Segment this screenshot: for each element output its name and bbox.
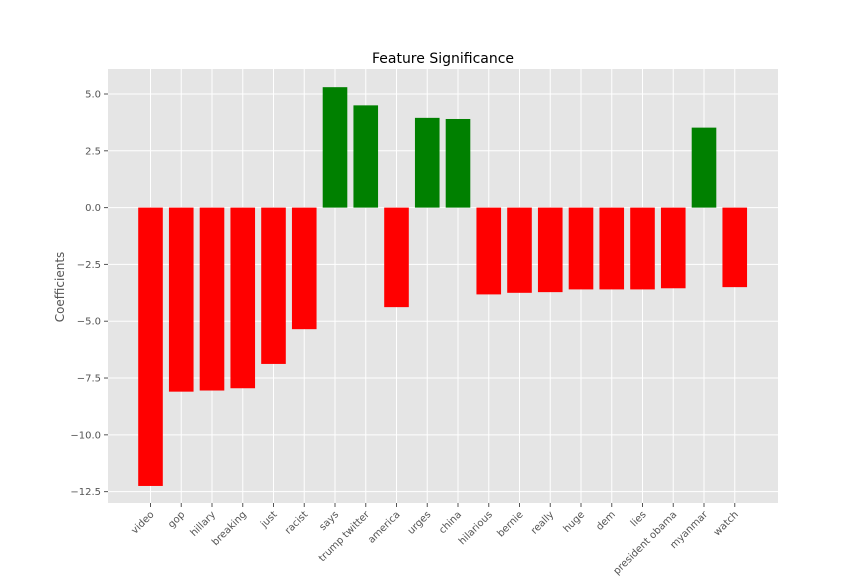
- y-tick-label: −2.5: [77, 260, 101, 271]
- bar-america: [384, 207, 409, 308]
- y-axis-ticks: 5.0 2.5 0.0 −2.5 −5.0 −7.5 −10.0 −12.5: [70, 89, 108, 498]
- y-tick-label: 2.5: [85, 146, 101, 157]
- x-tick-label: really: [529, 509, 556, 536]
- bar-breaking: [230, 207, 256, 389]
- y-tick-label: −5.0: [77, 317, 101, 328]
- y-tick-label: −7.5: [77, 374, 101, 385]
- bar-lies: [630, 207, 655, 290]
- bar-china: [445, 118, 471, 208]
- x-tick-label: just: [258, 509, 279, 530]
- x-tick-label: bernie: [495, 509, 525, 539]
- x-tick-label: says: [317, 509, 341, 533]
- chart-title: Feature Significance: [372, 51, 514, 67]
- y-tick-label: −10.0: [70, 430, 101, 441]
- y-tick-label: 5.0: [85, 89, 101, 100]
- x-tick-label: hilarious: [457, 509, 495, 547]
- y-tick-label: −12.5: [70, 487, 101, 498]
- bar-video: [138, 207, 163, 486]
- x-tick-label: hillary: [189, 509, 219, 539]
- bar-huge: [568, 207, 594, 290]
- bar-president-obama: [660, 207, 686, 289]
- x-tick-label: china: [437, 509, 464, 536]
- bar-watch: [722, 207, 748, 288]
- x-tick-label: racist: [283, 509, 310, 536]
- bar-really: [537, 207, 563, 293]
- y-tick-label: 0.0: [85, 203, 101, 214]
- x-tick-label: lies: [629, 509, 649, 529]
- x-tick-label: america: [366, 509, 402, 545]
- bar-dem: [599, 207, 625, 290]
- y-axis-label: Coefficients: [53, 252, 67, 323]
- x-tick-label: watch: [712, 509, 741, 538]
- bar-urges: [414, 117, 440, 208]
- bar-racist: [291, 207, 317, 330]
- bar-just: [261, 207, 286, 364]
- x-tick-label: video: [130, 509, 157, 536]
- bar-hillary: [199, 207, 225, 391]
- bar-trump-twitter: [353, 105, 379, 208]
- x-tick-label: dem: [594, 509, 618, 533]
- bar-gop: [168, 207, 194, 392]
- bar-bernie: [507, 207, 532, 293]
- bars: [138, 87, 748, 486]
- bar-says: [322, 87, 348, 208]
- bar-myanmar: [691, 127, 717, 208]
- x-tick-label: gop: [166, 509, 187, 530]
- bar-hilarious: [476, 207, 502, 295]
- x-tick-label: huge: [562, 509, 588, 535]
- x-tick-label: urges: [406, 509, 434, 537]
